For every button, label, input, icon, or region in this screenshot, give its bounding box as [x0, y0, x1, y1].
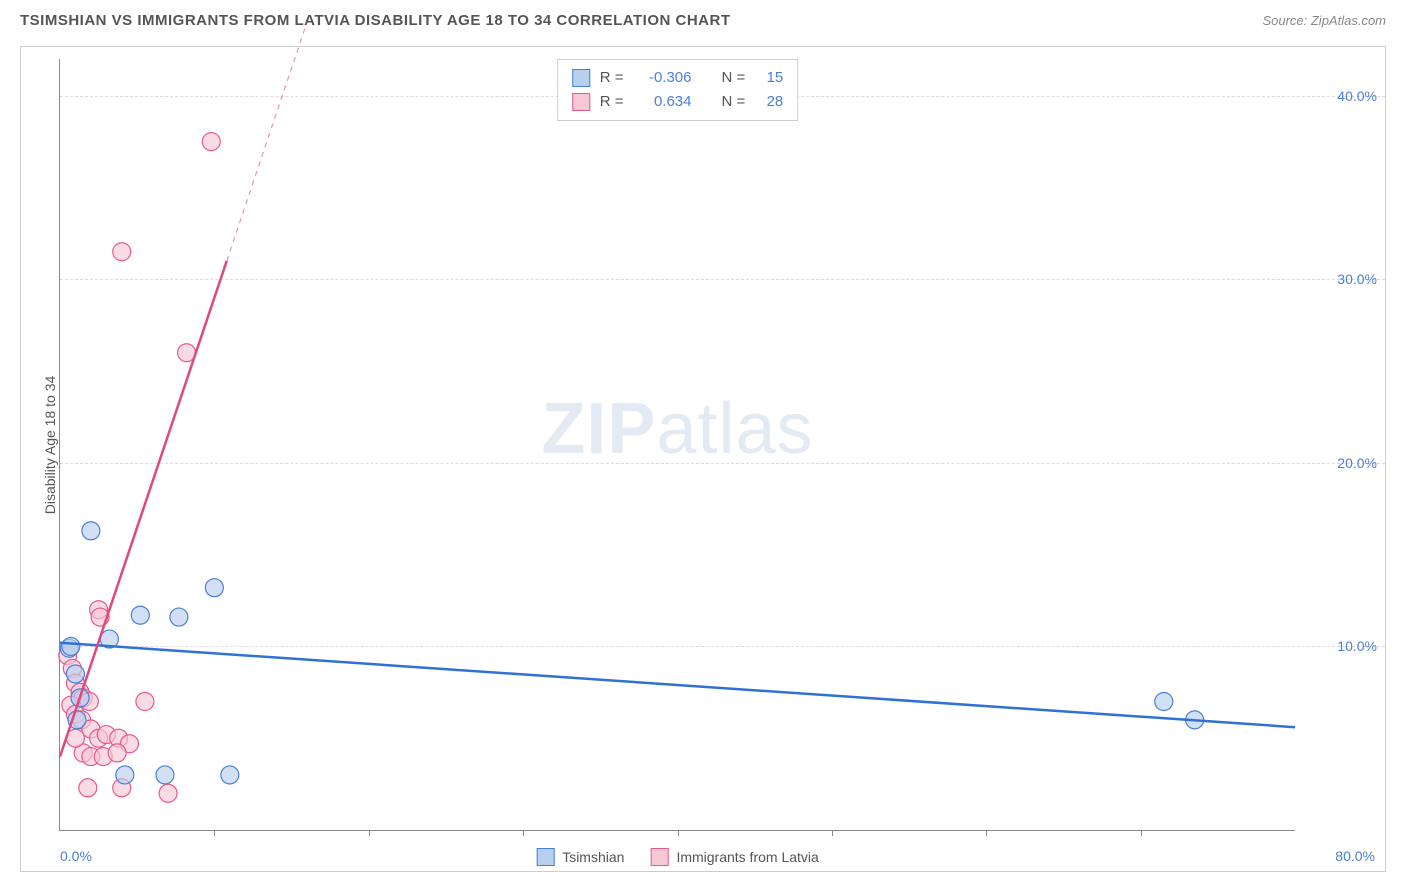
chart-title: TSIMSHIAN VS IMMIGRANTS FROM LATVIA DISA…: [20, 12, 730, 29]
x-tick: [986, 830, 987, 836]
data-point: [205, 579, 223, 597]
swatch-series2: [572, 93, 590, 111]
series-legend: Tsimshian Immigrants from Latvia: [536, 848, 819, 866]
data-point: [66, 665, 84, 683]
stats-legend: R = -0.306 N = 15 R = 0.634 N = 28: [557, 59, 799, 121]
trend-line: [60, 261, 227, 757]
x-tick-max: 80.0%: [1335, 848, 1375, 864]
data-point: [159, 784, 177, 802]
data-point: [221, 766, 239, 784]
r-value-2: 0.634: [634, 90, 692, 114]
y-tick-label: 40.0%: [1337, 88, 1377, 104]
stats-row-2: R = 0.634 N = 28: [572, 90, 784, 114]
swatch-series1: [572, 69, 590, 87]
data-point: [113, 243, 131, 261]
x-tick: [832, 830, 833, 836]
n-value-2: 28: [755, 90, 783, 114]
x-tick: [678, 830, 679, 836]
x-tick: [523, 830, 524, 836]
y-tick-label: 30.0%: [1337, 271, 1377, 287]
r-label-2: R =: [600, 90, 624, 114]
stats-row-1: R = -0.306 N = 15: [572, 66, 784, 90]
n-value-1: 15: [755, 66, 783, 90]
legend-swatch-1: [536, 848, 554, 866]
trend-line-dashed: [227, 22, 307, 261]
data-point: [82, 522, 100, 540]
data-point: [116, 766, 134, 784]
legend-swatch-2: [650, 848, 668, 866]
legend-item-1: Tsimshian: [536, 848, 624, 866]
chart-container: Disability Age 18 to 34 ZIPatlas 10.0%20…: [20, 46, 1386, 872]
r-label: R =: [600, 66, 624, 90]
x-tick: [369, 830, 370, 836]
x-tick: [214, 830, 215, 836]
trend-line: [60, 643, 1295, 727]
data-point: [79, 779, 97, 797]
y-tick-label: 10.0%: [1337, 638, 1377, 654]
legend-label-1: Tsimshian: [562, 849, 624, 865]
legend-label-2: Immigrants from Latvia: [676, 849, 818, 865]
n-label: N =: [722, 66, 746, 90]
y-axis-label: Disability Age 18 to 34: [42, 375, 58, 514]
x-tick-min: 0.0%: [60, 848, 92, 864]
n-label-2: N =: [722, 90, 746, 114]
data-point: [136, 693, 154, 711]
data-point: [170, 608, 188, 626]
x-tick: [1141, 830, 1142, 836]
scatter-plot-svg: [60, 59, 1295, 830]
plot-area: Disability Age 18 to 34 ZIPatlas 10.0%20…: [59, 59, 1295, 831]
data-point: [202, 133, 220, 151]
source-attribution: Source: ZipAtlas.com: [1262, 13, 1386, 28]
data-point: [156, 766, 174, 784]
legend-item-2: Immigrants from Latvia: [650, 848, 818, 866]
data-point: [131, 606, 149, 624]
data-point: [1155, 693, 1173, 711]
r-value-1: -0.306: [634, 66, 692, 90]
data-point: [62, 637, 80, 655]
data-point: [108, 744, 126, 762]
y-tick-label: 20.0%: [1337, 455, 1377, 471]
